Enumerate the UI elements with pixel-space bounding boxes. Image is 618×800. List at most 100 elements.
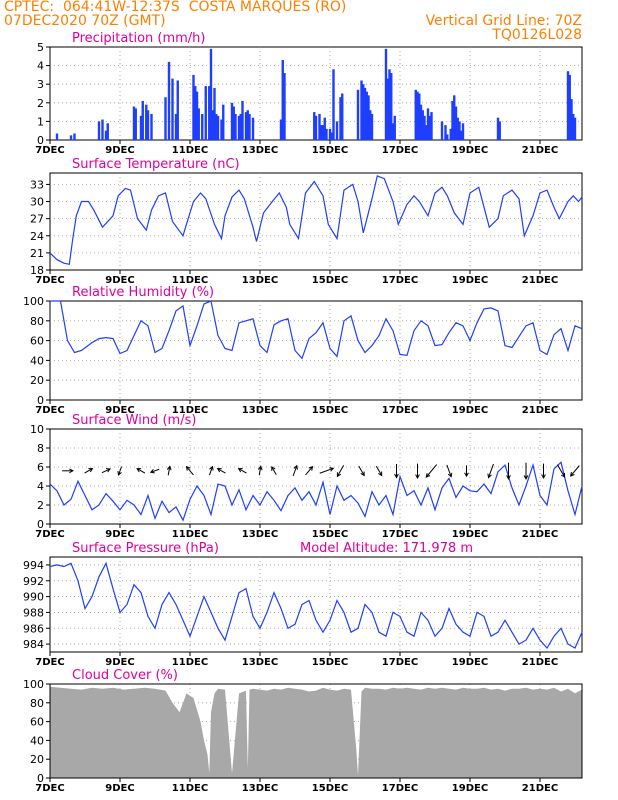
pressure-xtick-label: 9DEC: [105, 657, 134, 668]
precip-bar: [446, 134, 449, 140]
precip-bar: [216, 115, 220, 140]
precip-bar: [139, 115, 143, 140]
precip-bar: [356, 89, 360, 140]
humidity-ytick-label: 0: [37, 394, 44, 407]
precip-bar: [318, 113, 321, 140]
humidity-xtick-label: 19DEC: [452, 405, 488, 416]
temp-xtick-label: 15DEC: [312, 275, 348, 286]
precip-bar: [97, 121, 101, 140]
wind-xtick-label: 13DEC: [242, 529, 278, 540]
pressure-series-line: [49, 561, 583, 650]
wind-ytick-label: 0: [37, 518, 44, 531]
wind-arrow: [136, 468, 146, 474]
header-grid-note: Vertical Grid Line: 70Z: [425, 13, 582, 29]
cloud-xtick-label: 9DEC: [105, 783, 134, 794]
precip-bar: [428, 115, 431, 140]
precip-bar: [279, 119, 283, 140]
precip-ytick-label: 3: [37, 78, 44, 91]
precip-xtick-label: 15DEC: [312, 145, 348, 156]
temp-ytick-label: 21: [30, 247, 44, 260]
wind-arrow-head: [506, 475, 511, 480]
precip-bar: [132, 106, 136, 140]
precip-bar: [209, 48, 213, 140]
temp-xtick-label: 21DEC: [522, 275, 558, 286]
wind-arrow: [358, 465, 365, 476]
humidity-xtick-label: 9DEC: [105, 405, 134, 416]
pressure-ytick-label: 986: [23, 622, 44, 635]
precip-bar: [244, 112, 248, 140]
humidity-xtick-label: 13DEC: [242, 405, 278, 416]
precip-bar: [332, 69, 335, 140]
wind-arrow-head: [378, 471, 383, 477]
precip-bar: [192, 74, 195, 140]
precip-ytick-label: 4: [37, 60, 44, 73]
wind-xtick-label: 19DEC: [452, 529, 488, 540]
wind-arrow-head: [88, 468, 94, 473]
precip-bar: [241, 100, 244, 140]
wind-arrow-head: [447, 472, 453, 478]
precip-ytick-label: 0: [37, 134, 44, 147]
wind-arrow: [186, 466, 194, 476]
precip-bar: [321, 125, 325, 140]
cloud-xtick-label: 15DEC: [312, 783, 348, 794]
wind-frame: [49, 428, 583, 525]
precip-bar: [222, 104, 225, 140]
cloud-frame-overlay: [49, 683, 583, 779]
pressure-xtick-label: 7DEC: [35, 657, 64, 668]
precip-bar: [440, 121, 444, 140]
precip-bar: [213, 87, 216, 140]
precip-ytick-label: 2: [37, 97, 44, 110]
precip-title: Precipitation (mm/h): [72, 31, 205, 46]
wind-arrow-head: [329, 467, 335, 472]
precip-xtick-label: 7DEC: [35, 145, 64, 156]
humidity-xtick-label: 21DEC: [522, 405, 558, 416]
precip-ytick-label: 1: [37, 115, 44, 128]
wind-arrow-head: [106, 468, 112, 473]
precip-bar: [251, 117, 255, 140]
wind-arrow-head: [257, 465, 263, 471]
wind-xtick-label: 9DEC: [105, 529, 134, 540]
cloud-title: Cloud Cover (%): [72, 668, 178, 683]
precip-xtick-label: 17DEC: [382, 145, 418, 156]
wind-arrow: [217, 468, 226, 474]
wind-arrow-head: [216, 468, 222, 473]
wind-arrow-head: [136, 468, 142, 473]
wind-arrow-head: [425, 472, 431, 478]
pressure-ytick-label: 994: [23, 559, 44, 572]
wind-arrow-head: [360, 471, 365, 477]
precip-bar: [73, 133, 76, 140]
precip-bar: [461, 123, 465, 140]
wind-arrow: [292, 465, 298, 477]
humidity-ytick-label: 20: [30, 374, 44, 387]
pressure-xtick-label: 13DEC: [242, 657, 278, 668]
wind-arrow: [375, 465, 383, 476]
humidity-xtick-label: 7DEC: [35, 405, 64, 416]
precip-bar: [176, 80, 179, 140]
precip-bar: [370, 113, 374, 140]
wind-arrow: [319, 467, 334, 474]
precip-bar: [239, 113, 242, 140]
precip-bar: [393, 115, 396, 140]
cloud-ytick-label: 40: [30, 734, 44, 747]
precip-bar: [220, 119, 223, 140]
wind-arrow-head: [209, 465, 214, 471]
cloud-xtick-label: 11DEC: [172, 783, 208, 794]
wind-arrow-head: [464, 472, 469, 478]
wind-arrow-head: [570, 471, 575, 477]
cloud-xtick-label: 17DEC: [382, 783, 418, 794]
wind-arrow-head: [149, 468, 155, 474]
pressure-xtick-label: 21DEC: [522, 657, 558, 668]
wind-arrow: [556, 464, 566, 478]
cloud-xtick-label: 7DEC: [35, 783, 64, 794]
wind-arrow-head: [487, 473, 492, 479]
temp-xtick-label: 11DEC: [172, 275, 208, 286]
temp-xtick-label: 19DEC: [452, 275, 488, 286]
precip-bar: [201, 113, 204, 140]
wind-ytick-label: 8: [37, 442, 44, 455]
precip-bar: [384, 48, 388, 140]
wind-xtick-label: 11DEC: [172, 529, 208, 540]
pressure-xtick-label: 11DEC: [172, 657, 208, 668]
wind-title: Surface Wind (m/s): [72, 413, 196, 428]
precip-xtick-label: 21DEC: [522, 145, 558, 156]
precip-bar: [386, 78, 389, 140]
